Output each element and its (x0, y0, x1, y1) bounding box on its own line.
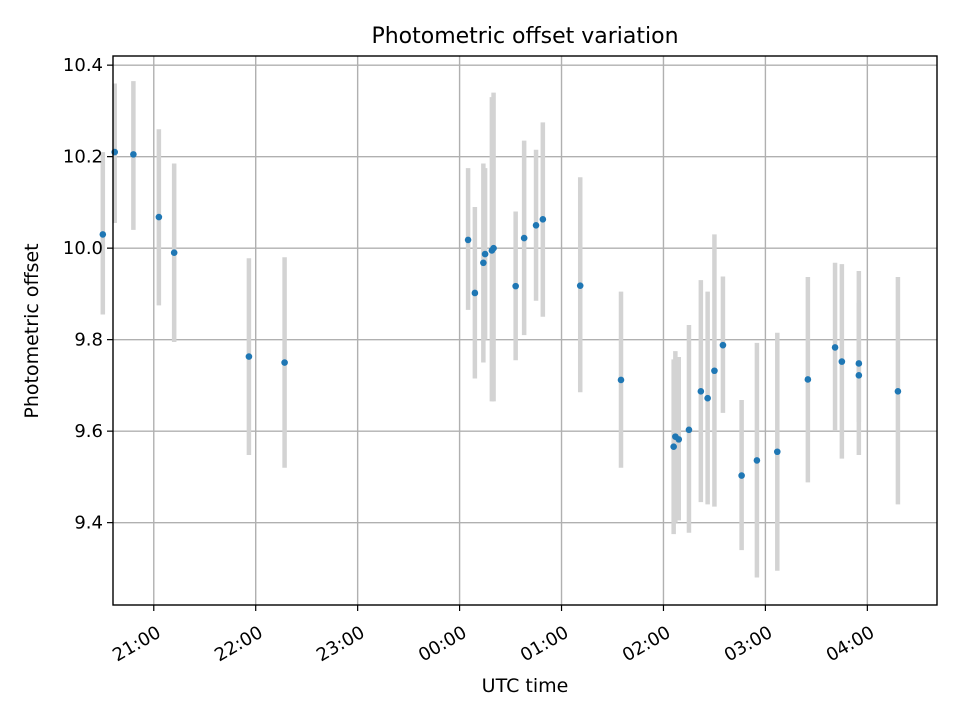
data-point (464, 236, 472, 244)
data-point (855, 360, 863, 367)
data-point (711, 367, 718, 375)
chart-title: Photometric offset variation (371, 24, 678, 49)
data-point (617, 376, 625, 384)
data-point (490, 244, 497, 252)
data-point (245, 353, 253, 360)
y-axis-ticks: 9.4 9.6 9.8 10.0 10.2 10.4 (63, 55, 113, 534)
x-axis-label: UTC time (482, 675, 569, 697)
data-point (512, 282, 519, 290)
data-point (155, 213, 163, 221)
y-tick-label: 9.4 (74, 513, 103, 534)
data-point (130, 151, 137, 158)
data-point (481, 250, 489, 258)
data-point (539, 216, 547, 223)
data-point (576, 282, 584, 289)
data-point (773, 448, 781, 456)
data-points (99, 148, 902, 479)
data-point (697, 388, 705, 395)
data-point (281, 359, 288, 366)
y-tick-label: 10.2 (63, 147, 103, 168)
data-point (831, 344, 839, 351)
data-point (738, 472, 745, 479)
y-tick-label: 10.4 (63, 55, 103, 76)
data-point (670, 443, 677, 451)
data-point (855, 372, 863, 379)
data-point (480, 259, 487, 267)
data-point (685, 426, 693, 434)
y-tick-label: 9.8 (74, 330, 103, 351)
data-point (804, 376, 812, 383)
y-tick-label: 10.0 (63, 238, 103, 259)
data-point (894, 388, 902, 395)
data-point (170, 249, 178, 257)
data-point (99, 231, 107, 238)
data-point (675, 436, 683, 443)
data-point (520, 234, 528, 242)
plot-frame (112, 55, 938, 606)
data-point (532, 221, 540, 229)
y-axis-label: Photometric offset (21, 243, 43, 418)
data-point (471, 289, 479, 297)
data-point (704, 394, 711, 402)
data-point (719, 341, 727, 349)
y-tick-label: 9.6 (74, 421, 103, 442)
data-point (838, 358, 846, 365)
data-point (753, 457, 761, 464)
